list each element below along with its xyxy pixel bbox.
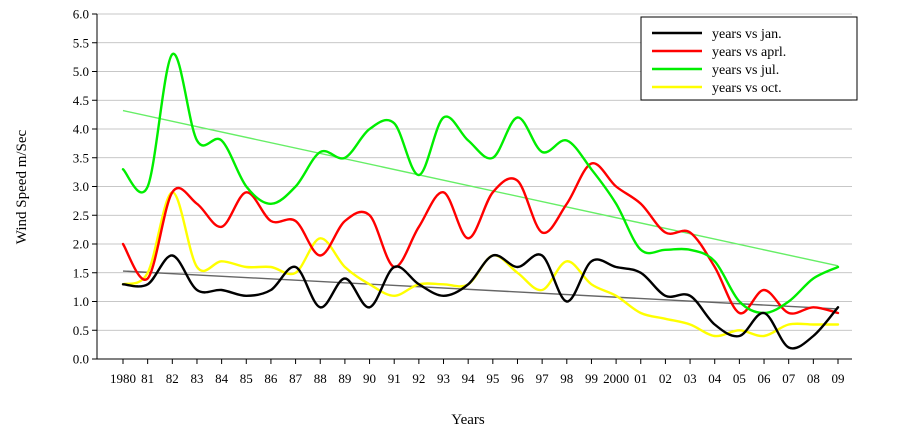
series-line-0 — [121, 253, 840, 350]
x-tick-label: 97 — [536, 371, 550, 386]
y-tick-labels: 0.0 0.5 1.0 1.5 2.0 2.5 3.0 3.5 4.0 4.5 5.0 5.5 6.0 — [73, 7, 89, 367]
x-tick-label: 85 — [240, 371, 253, 386]
x-tick-label: 82 — [166, 371, 179, 386]
y-tick-label: 5.0 — [73, 64, 89, 79]
y-tick-label: 0.5 — [73, 323, 89, 338]
y-tick-label: 5.5 — [73, 35, 89, 50]
axes — [92, 13, 852, 364]
x-tick-label: 09 — [832, 371, 845, 386]
x-tick-label: 98 — [560, 371, 573, 386]
x-tick-labels: 1980 81 82 83 84 85 86 87 88 89 90 91 92 93 94 95 96 97 98… — [110, 371, 845, 386]
legend-label-0: years vs jan. — [712, 27, 782, 42]
y-tick-label: 0.0 — [73, 352, 89, 367]
legend-label-1: years vs aprl. — [712, 45, 786, 60]
y-tick-label: 4.5 — [73, 93, 89, 108]
trend-line-2 — [122, 109, 839, 267]
legend-label-3: years vs oct. — [712, 81, 782, 96]
y-tick-label: 3.0 — [73, 179, 89, 194]
x-tick-label: 91 — [388, 371, 401, 386]
y-tick-label: 1.0 — [73, 294, 89, 309]
y-tick-label: 2.5 — [73, 208, 89, 223]
x-tick-label: 86 — [264, 371, 278, 386]
x-tick-label: 84 — [215, 371, 229, 386]
x-tick-label: 04 — [708, 371, 722, 386]
x-tick-label: 81 — [141, 371, 154, 386]
series-lines — [121, 53, 840, 350]
legend: years vs jan. years vs aprl. years vs jul.… — [640, 16, 858, 101]
x-tick-label: 95 — [486, 371, 499, 386]
x-tick-label: 05 — [733, 371, 746, 386]
x-tick-label: 93 — [437, 371, 450, 386]
x-tick-label: 07 — [782, 371, 796, 386]
x-tick-label: 83 — [190, 371, 203, 386]
x-tick-label: 94 — [462, 371, 476, 386]
x-tick-label: 06 — [758, 371, 772, 386]
y-tick-label: 2.0 — [73, 237, 89, 252]
x-tick-label: 99 — [585, 371, 598, 386]
legend-label-2: years vs jul. — [712, 63, 779, 78]
x-tick-label: 01 — [634, 371, 647, 386]
x-tick-label: 08 — [807, 371, 820, 386]
x-tick-label: 1980 — [110, 371, 136, 386]
series-line-2 — [121, 53, 840, 315]
y-tick-label: 1.5 — [73, 265, 89, 280]
x-tick-label: 92 — [412, 371, 425, 386]
x-tick-label: 2000 — [603, 371, 629, 386]
trend-lines — [122, 109, 839, 310]
series-line-1 — [121, 162, 840, 315]
x-tick-label: 87 — [289, 371, 303, 386]
y-tick-label: 3.5 — [73, 150, 89, 165]
x-tick-label: 02 — [659, 371, 672, 386]
y-axis-title: Wind Speed m/Sec — [14, 129, 30, 244]
x-axis-title: Years — [451, 412, 485, 428]
x-tick-label: 89 — [338, 371, 351, 386]
y-tick-label: 4.0 — [73, 122, 89, 137]
x-tick-label: 88 — [314, 371, 327, 386]
y-tick-label: 6.0 — [73, 7, 89, 22]
trend-line-0 — [122, 270, 839, 310]
x-tick-label: 03 — [684, 371, 697, 386]
x-tick-label: 96 — [511, 371, 525, 386]
x-tick-label: 90 — [363, 371, 376, 386]
